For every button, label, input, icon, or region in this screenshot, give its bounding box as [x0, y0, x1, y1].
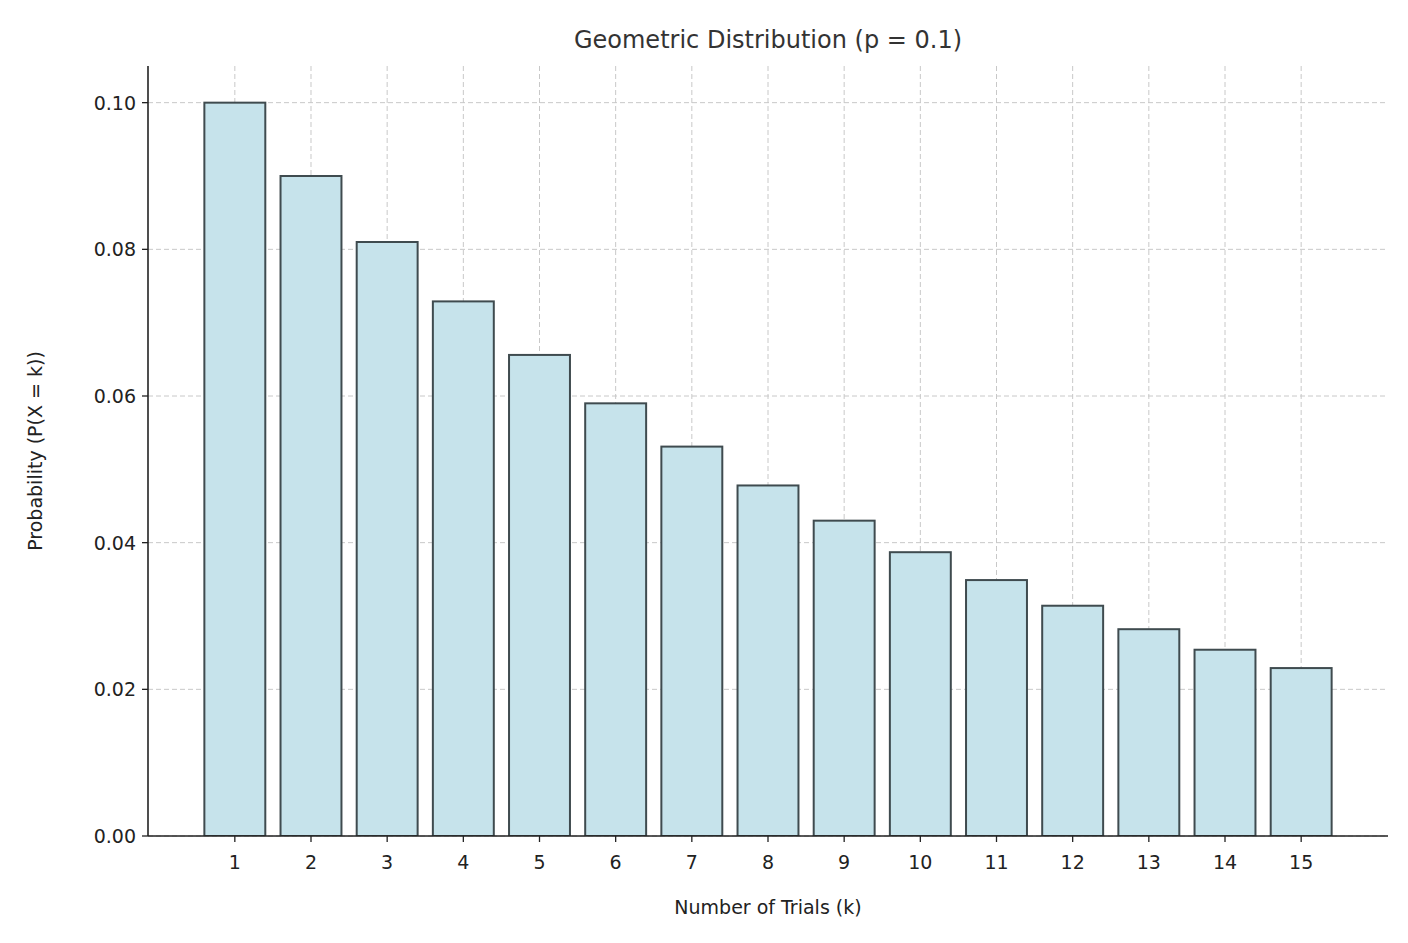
bar [204, 103, 265, 836]
y-tick [142, 835, 148, 836]
x-tick-label: 11 [984, 851, 1008, 873]
y-grid-line [148, 836, 1388, 837]
bar [814, 521, 875, 836]
y-tick-label: 0.00 [94, 825, 136, 847]
y-tick-label: 0.10 [94, 92, 136, 114]
bar [281, 176, 342, 836]
bar [890, 552, 951, 836]
page: {"chart_data": {"type": "bar", "title": … [0, 0, 1408, 943]
x-tick-label: 9 [838, 851, 850, 873]
x-tick-label: 15 [1289, 851, 1313, 873]
x-tick [539, 836, 540, 842]
y-tick [142, 542, 148, 543]
x-tick-label: 3 [381, 851, 393, 873]
x-tick [310, 836, 311, 842]
x-tick-label: 6 [610, 851, 622, 873]
x-tick-label: 7 [686, 851, 698, 873]
bar [966, 580, 1027, 836]
y-tick-label: 0.04 [94, 532, 136, 554]
x-tick-label: 13 [1137, 851, 1161, 873]
x-tick-label: 2 [305, 851, 317, 873]
bar [661, 447, 722, 836]
x-axis-line [148, 835, 1388, 837]
bar [585, 403, 646, 836]
x-tick [1148, 836, 1149, 842]
bar [509, 355, 570, 836]
x-tick-label: 8 [762, 851, 774, 873]
bar [1118, 629, 1179, 836]
x-tick [767, 836, 768, 842]
x-tick [1072, 836, 1073, 842]
y-axis-label: Probability (P(X = k)) [24, 351, 46, 551]
x-tick-label: 14 [1213, 851, 1237, 873]
x-tick [920, 836, 921, 842]
bar [357, 242, 418, 836]
y-tick [142, 395, 148, 396]
y-tick [142, 102, 148, 103]
x-tick-label: 4 [457, 851, 469, 873]
x-tick [996, 836, 997, 842]
x-tick-label: 12 [1061, 851, 1085, 873]
x-tick [844, 836, 845, 842]
chart-container: 0.000.020.040.060.080.101234567891011121… [0, 0, 1408, 943]
grid [148, 66, 1388, 836]
bar [1271, 668, 1332, 836]
chart-svg: 0.000.020.040.060.080.101234567891011121… [0, 0, 1408, 943]
ticks: 0.000.020.040.060.080.101234567891011121… [94, 92, 1314, 873]
y-tick-label: 0.02 [94, 678, 136, 700]
y-tick [142, 249, 148, 250]
bars [204, 103, 1331, 836]
x-tick [387, 836, 388, 842]
y-tick [142, 689, 148, 690]
y-tick-label: 0.08 [94, 238, 136, 260]
bar [738, 485, 799, 836]
x-tick [691, 836, 692, 842]
x-tick [234, 836, 235, 842]
chart-title: Geometric Distribution (p = 0.1) [574, 26, 962, 54]
x-tick-label: 5 [533, 851, 545, 873]
x-tick [1301, 836, 1302, 842]
x-tick-label: 1 [229, 851, 241, 873]
x-tick [1224, 836, 1225, 842]
y-axis-line [147, 66, 149, 836]
bar [1042, 606, 1103, 836]
x-tick [463, 836, 464, 842]
x-axis-label: Number of Trials (k) [674, 896, 861, 918]
x-tick [615, 836, 616, 842]
bar [433, 301, 494, 836]
x-tick-label: 10 [908, 851, 932, 873]
bar [1195, 650, 1256, 836]
y-tick-label: 0.06 [94, 385, 136, 407]
